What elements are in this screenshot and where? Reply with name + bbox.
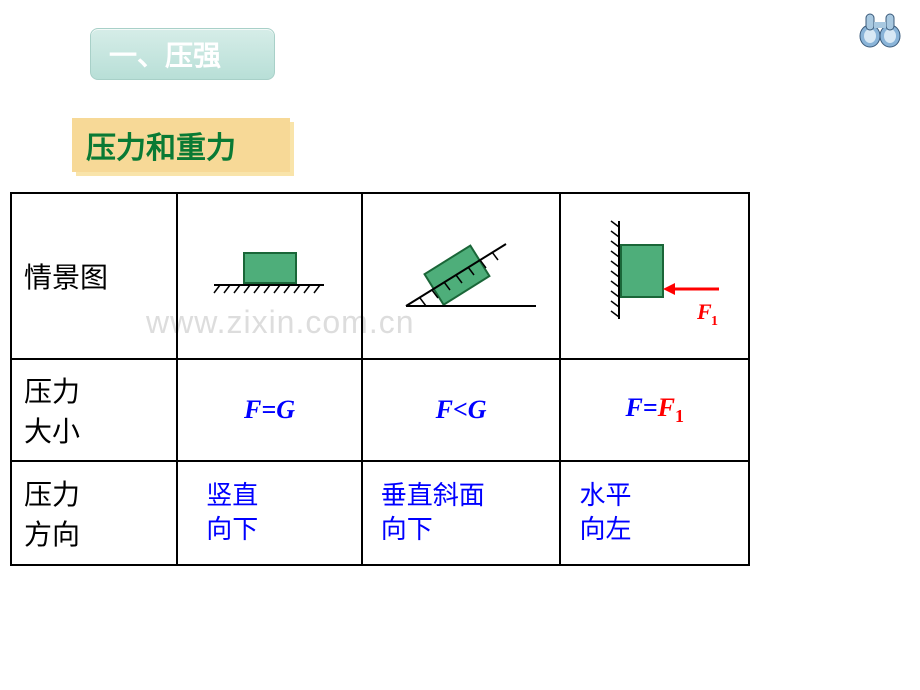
force-cell-1: F=G [177,359,362,461]
scene-1 [177,193,362,359]
section-title-text: 一、压强 [109,34,221,74]
direction-cell-3: 水平 向左 [560,461,749,565]
section-title: 一、压强 [90,28,275,80]
subtitle-text: 压力和重力 [86,123,236,167]
svg-text:1: 1 [711,314,718,329]
direction-cell-2: 垂直斜面 向下 [362,461,561,565]
scene-2 [362,193,561,359]
comparison-table: 情景图 [10,192,750,566]
scene-3: F 1 [560,193,749,359]
binoculars-icon [856,6,904,54]
row-label-scene: 情景图 [11,193,177,359]
row-label-force: 压力 大小 [11,359,177,461]
direction-cell-1: 竖直 向下 [177,461,362,565]
svg-text:F: F [696,299,712,324]
row-label-direction: 压力 方向 [11,461,177,565]
force-cell-2: F<G [362,359,561,461]
force-cell-3: F=F1 [560,359,749,461]
subtitle: 压力和重力 [72,118,290,172]
